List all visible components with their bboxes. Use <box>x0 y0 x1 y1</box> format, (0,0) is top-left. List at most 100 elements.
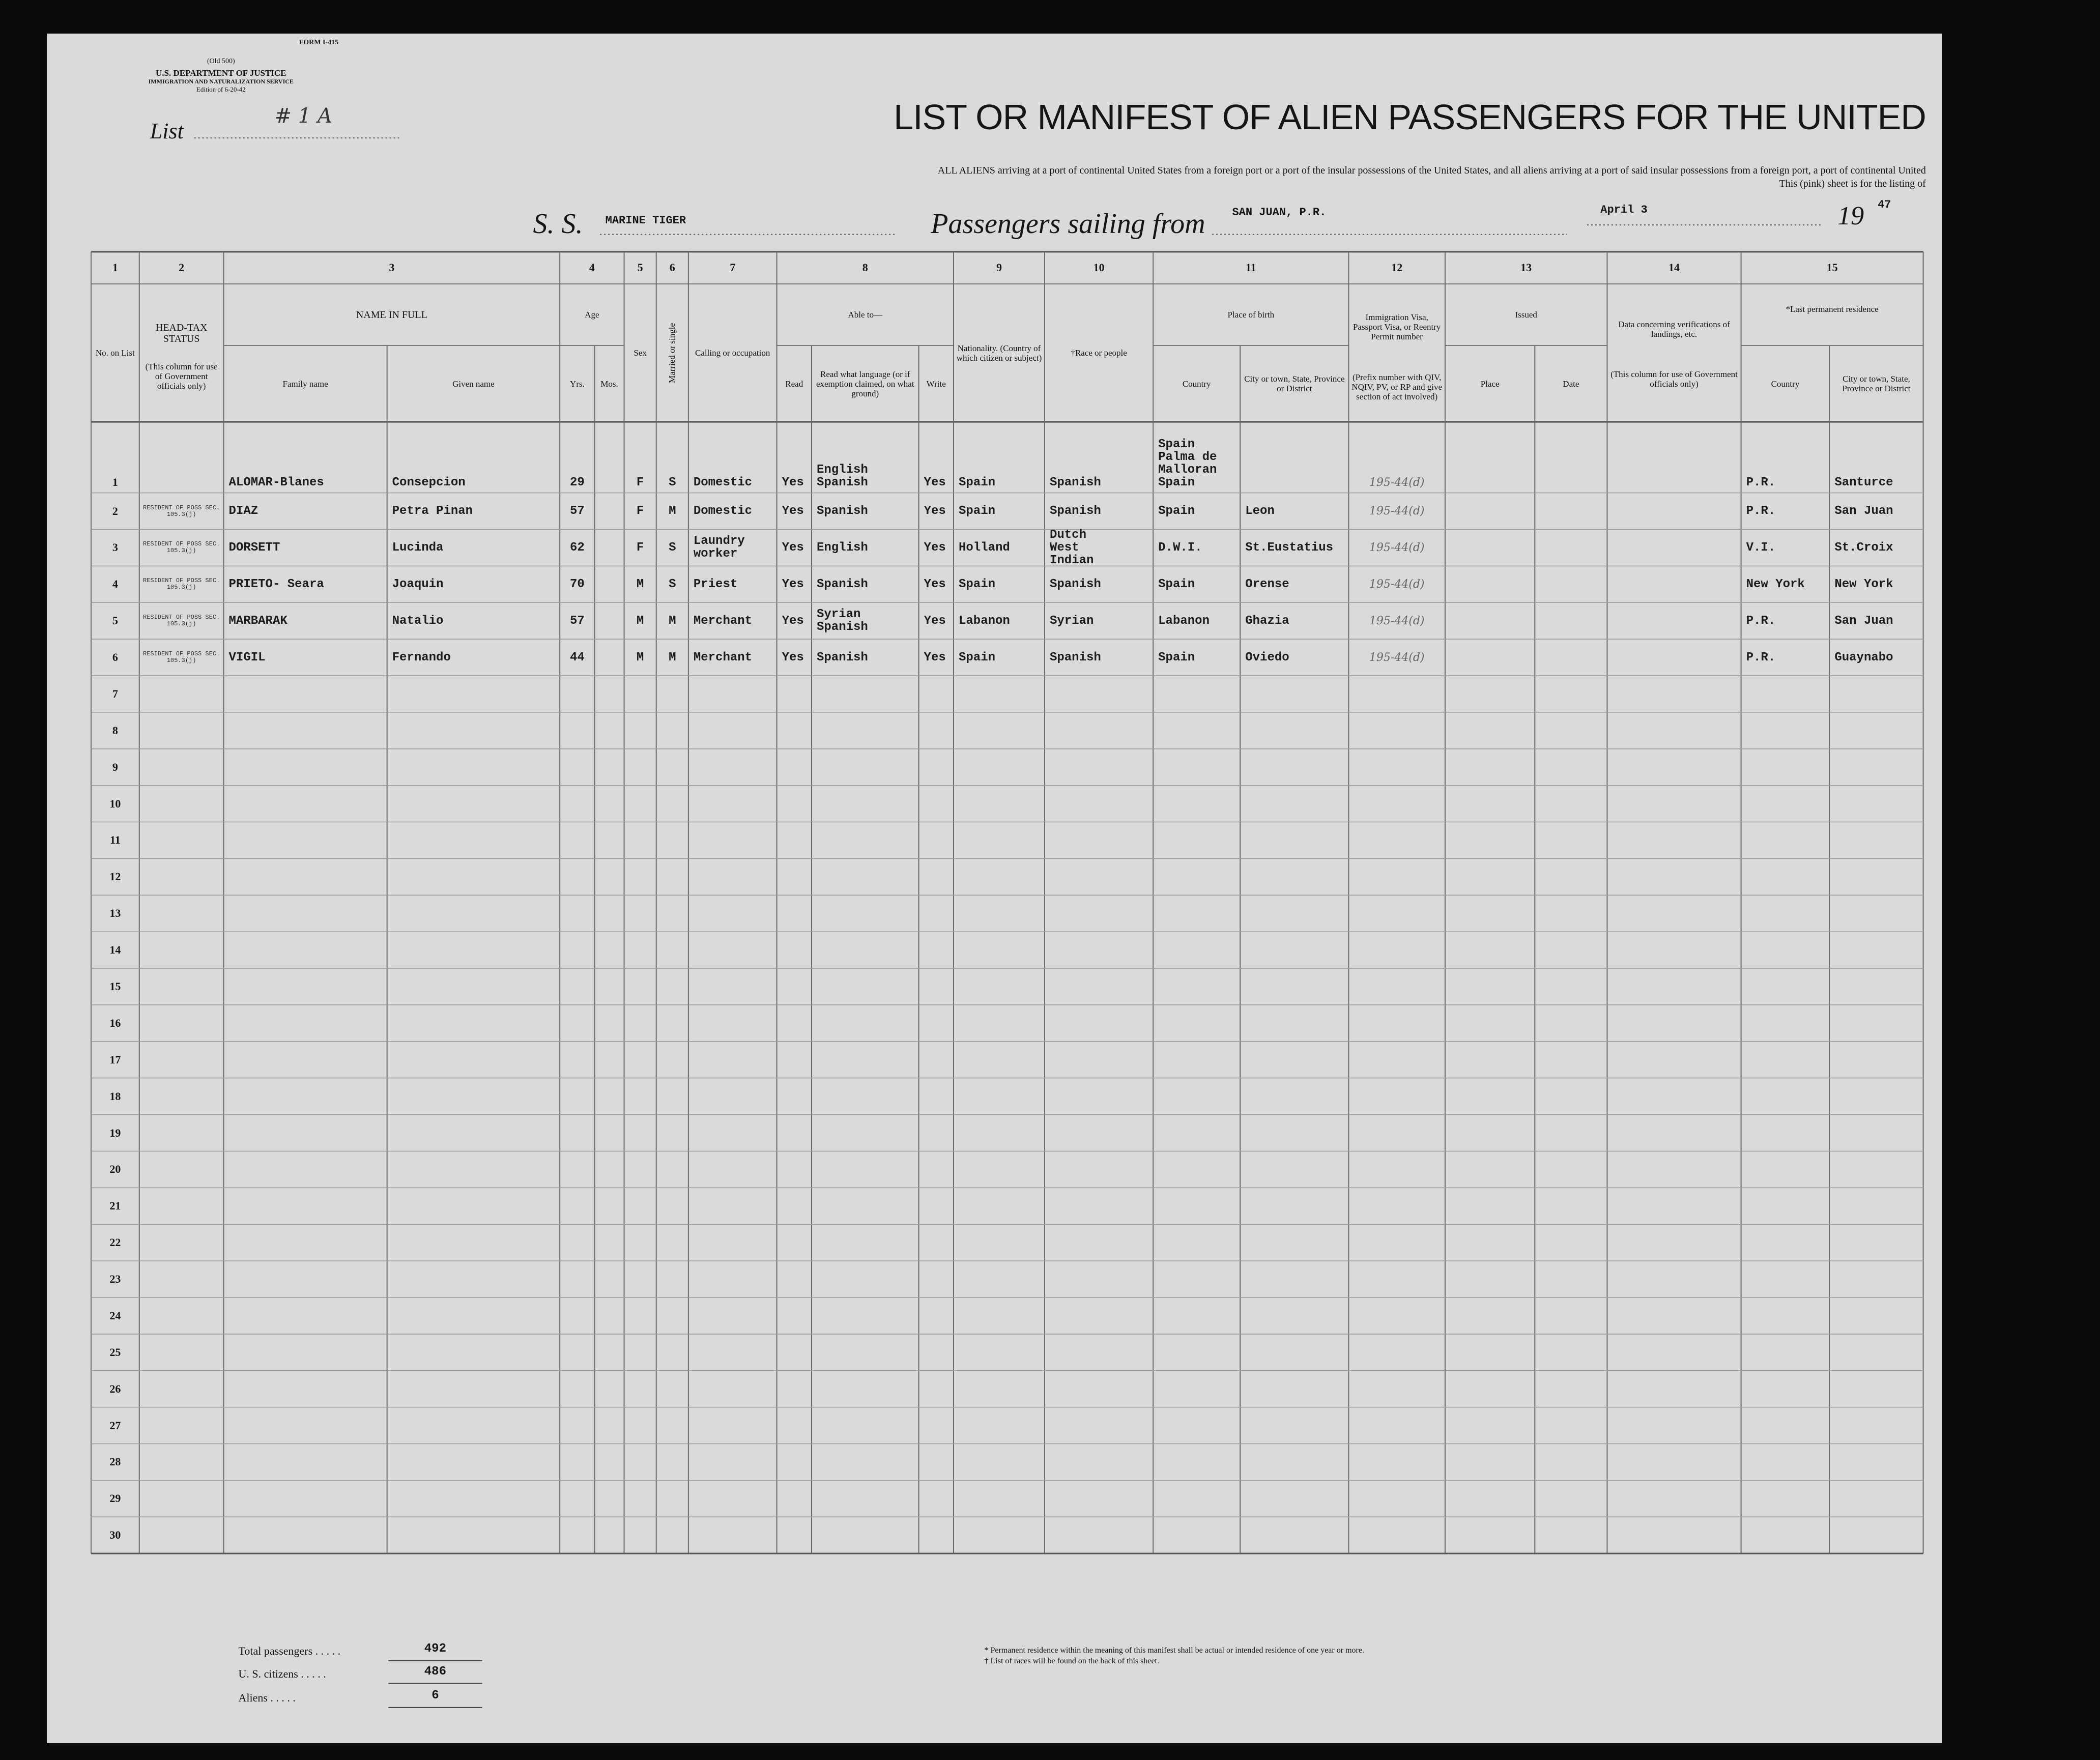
column-header: Sex <box>624 284 656 422</box>
cell-nationality: Spain <box>954 566 1045 602</box>
cell-sex-text: F <box>636 475 644 489</box>
form-line: (Old 500) <box>207 57 235 66</box>
column-header-text: Data concerning verifications of landing… <box>1618 320 1730 339</box>
list-label: List <box>150 118 184 143</box>
cell-marital-text: M <box>669 504 676 518</box>
cell-write-text: Yes <box>924 504 946 518</box>
form-line: Edition of 6-20-42 <box>196 85 246 94</box>
cell-sex-text: F <box>636 540 644 555</box>
column-number-text: 12 <box>1391 261 1403 274</box>
footnote: * Permanent residence within the meaning… <box>984 1646 1364 1655</box>
column-header-text: Age <box>585 310 599 320</box>
cell-marital-text: S <box>669 540 676 555</box>
row-number: 22 <box>91 1224 139 1261</box>
cell-calling-text: Merchant <box>693 614 753 628</box>
cell-given-text: Lucinda <box>392 540 444 555</box>
row-number-text: 23 <box>109 1273 121 1286</box>
cell-race: Spanish <box>1045 639 1153 676</box>
row-number-text: 10 <box>109 797 121 810</box>
row-number-text: 7 <box>112 687 118 700</box>
column-number-text: 10 <box>1093 261 1105 274</box>
ship-name: MARINE TIGER <box>605 214 686 227</box>
cell-language-text: English Spanish <box>817 463 868 489</box>
cell-age: 44 <box>560 639 594 676</box>
cell-given: Petra Pinan <box>387 493 560 530</box>
cell-family-text: MARBARAK <box>228 614 287 628</box>
cell-birth-country: Spain <box>1153 566 1240 602</box>
form-line: IMMIGRATION AND NATURALIZATION SERVICE <box>148 77 294 85</box>
column-number: 8 <box>777 252 954 284</box>
column-number-text: 4 <box>589 261 595 274</box>
manifest-subtitle: This (pink) sheet is for the listing of <box>1779 178 1926 190</box>
column-number-text: 8 <box>862 261 868 274</box>
cell-given: Fernando <box>387 639 560 676</box>
row-number-text: 28 <box>109 1455 121 1468</box>
cell-birth-country: Labanon <box>1153 602 1240 639</box>
cell-visa: 195-44(d) <box>1348 493 1445 530</box>
cell-sex: M <box>624 639 656 676</box>
row-number-text: 26 <box>109 1382 121 1395</box>
column-header-text: Place <box>1480 379 1500 389</box>
cell-calling: Merchant <box>688 639 777 676</box>
cell-head-tax: RESIDENT OF POSS SEC. 105.3(j) <box>139 566 224 602</box>
cell-marital: M <box>656 639 688 676</box>
cell-res-country-text: P.R. <box>1746 504 1776 518</box>
row-number-text: 17 <box>109 1053 121 1066</box>
row-number: 12 <box>91 858 139 895</box>
row-number-text: 15 <box>109 979 121 993</box>
column-header: Given name <box>387 345 560 422</box>
cell-calling: Merchant <box>688 602 777 639</box>
row-number: 2 <box>91 493 139 530</box>
cell-head-tax: RESIDENT OF POSS SEC. 105.3(j) <box>139 529 224 566</box>
cell-visa-text: 195-44(d) <box>1369 541 1425 554</box>
cell-birth-country-text: Labanon <box>1158 614 1210 628</box>
column-header: Calling or occupation <box>688 284 777 422</box>
column-number-text: 6 <box>669 261 675 274</box>
cell-family: VIGIL <box>224 639 387 676</box>
column-header: Place of birth <box>1153 284 1348 345</box>
cell-nationality: Spain <box>954 493 1045 530</box>
column-header-text: Married or single <box>667 323 677 383</box>
cell-birth-country-text: Spain <box>1158 650 1195 665</box>
cell-birth-city: Orense <box>1240 566 1348 602</box>
row-number-text: 5 <box>112 614 118 627</box>
column-number: 3 <box>224 252 560 284</box>
row-number: 30 <box>91 1517 139 1553</box>
cell-given: Natalio <box>387 602 560 639</box>
row-number-text: 12 <box>109 870 121 883</box>
cell-birth-city: Oviedo <box>1240 639 1348 676</box>
column-header-text: (This column for use of Government offic… <box>145 362 218 391</box>
cell-language: Syrian Spanish <box>812 602 919 639</box>
cell-sex-text: M <box>636 614 644 628</box>
column-header: Write <box>919 345 954 422</box>
cell-family: DORSETT <box>224 529 387 566</box>
cell-race-text: Spanish <box>1049 475 1101 489</box>
cell-birth-country-text: Spain Palma de Malloran Spain <box>1158 437 1217 489</box>
column-number: 15 <box>1741 252 1923 284</box>
row-number: 3 <box>91 529 139 566</box>
row-number: 18 <box>91 1078 139 1115</box>
cell-visa-text: 195-44(d) <box>1369 578 1425 591</box>
row-number: 28 <box>91 1444 139 1480</box>
row-number: 11 <box>91 822 139 859</box>
cell-age-text: 44 <box>569 650 585 665</box>
row-number: 5 <box>91 602 139 639</box>
column-header-text: *Last permanent residence <box>1786 304 1879 314</box>
cell-race: Spanish <box>1045 566 1153 602</box>
cell-birth-country: D.W.I. <box>1153 529 1240 566</box>
cell-race: Spanish <box>1045 493 1153 530</box>
row-number: 25 <box>91 1334 139 1371</box>
column-header-text: Read <box>785 379 803 389</box>
row-number: 21 <box>91 1188 139 1224</box>
cell-write: Yes <box>919 566 954 602</box>
row-number-text: 27 <box>109 1419 121 1432</box>
column-number: 10 <box>1045 252 1153 284</box>
cell-birth-country: Spain Palma de Malloran Spain <box>1153 422 1240 493</box>
cell-language-text: Spanish <box>817 577 868 591</box>
column-header: HEAD-TAX STATUS <box>139 316 224 351</box>
cell-calling: Domestic <box>688 422 777 493</box>
cell-visa: 195-44(d) <box>1348 639 1445 676</box>
cell-birth-city: Ghazia <box>1240 602 1348 639</box>
cell-write: Yes <box>919 639 954 676</box>
